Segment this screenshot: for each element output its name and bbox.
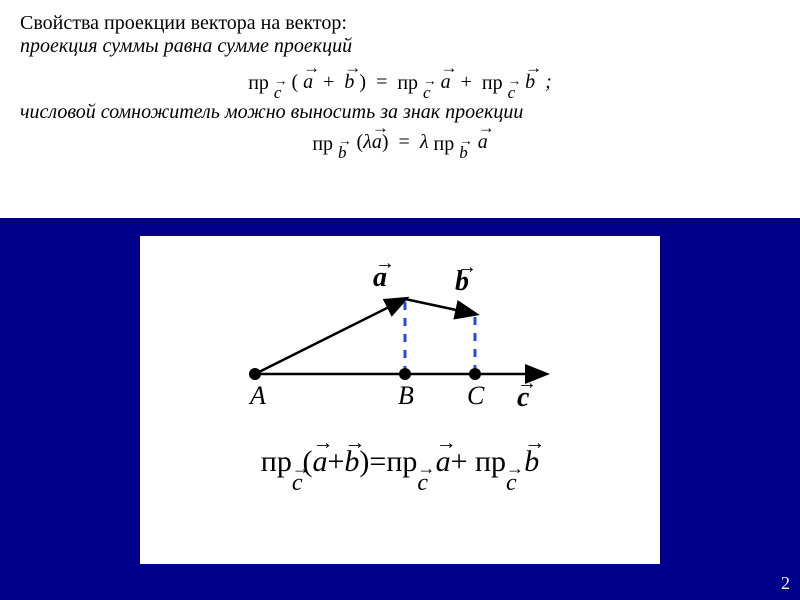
title: Свойства проекции вектора на вектор: (20, 12, 780, 35)
pr-c-1: пр → c (248, 71, 281, 95)
vec-arrow-icon: → (344, 59, 354, 76)
property-1: проекция суммы равна сумме проекций (20, 35, 780, 58)
vec-arrow-icon: → (417, 459, 428, 477)
property-2: числовой сомножитель можно выносить за з… (0, 101, 800, 124)
equals: = (369, 445, 386, 478)
text-block: Свойства проекции вектора на вектор: про… (0, 0, 800, 62)
subscript-c: → c (274, 83, 282, 103)
label-vec-c: c (517, 382, 530, 413)
formula-1: пр → c ( → a + → b ) = пр → c → a (0, 62, 800, 101)
point-b (399, 368, 411, 380)
equals: = (376, 71, 387, 93)
pr-text: пр (433, 133, 454, 155)
pr-b-1: пр → b (312, 132, 346, 156)
vec-arrow-icon: → (459, 134, 468, 148)
subscript-b: → b (338, 143, 347, 163)
formula-2: пр → b (λ → a ) = λ пр → b → a (0, 124, 800, 165)
vector-diagram: A B C → a → b → c (185, 244, 615, 439)
vec-arrow-icon: → (478, 119, 488, 136)
lambda: λ (420, 131, 429, 153)
slide: Свойства проекции вектора на вектор: про… (0, 0, 800, 600)
vec-arrow-icon: → (292, 459, 303, 477)
subscript-c: → c (423, 83, 431, 103)
subscript-c: → c (508, 83, 516, 103)
vec-b: → b (524, 445, 539, 479)
subscript-c: → c (292, 470, 303, 497)
vec-b: → b (344, 70, 354, 94)
subscript-c: → c (506, 470, 517, 497)
subscript-c: → c (417, 470, 428, 497)
vec-arrow-icon: → (441, 59, 451, 76)
pr-text: пр (482, 72, 503, 94)
semicolon: ; (545, 71, 552, 93)
vec-arrow-icon: → (344, 432, 359, 453)
vec-arrow-icon: → (423, 74, 431, 88)
pr-text: пр (475, 445, 506, 478)
vec-a: → a (436, 445, 451, 479)
subscript-b: → b (459, 143, 468, 163)
vector-a-line (255, 299, 405, 374)
vec-b: → b (525, 70, 535, 94)
pr-text: пр (248, 72, 269, 94)
vec-arrow-icon: → (313, 432, 328, 453)
vec-a: → a (313, 445, 328, 479)
pr-text: пр (261, 445, 292, 478)
diagram-formula: пр → c ( → a + → b )=пр → c → a + пр → (140, 439, 660, 479)
label-C: C (467, 381, 485, 410)
diagram-panel: A B C → a → b → c пр → c ( → a + (140, 236, 660, 564)
equals: = (399, 131, 410, 153)
vec-arrow-icon: → (506, 459, 517, 477)
label-vec-b: b (455, 266, 469, 297)
pr-c-2: пр → c (397, 71, 430, 95)
lparen: ( (291, 71, 298, 93)
pr-text: пр (312, 133, 333, 155)
vec-arrow-icon: → (338, 134, 347, 148)
vec-arrow-icon: → (525, 59, 535, 76)
pr-text: пр (386, 445, 417, 478)
vec-arrow-icon: → (524, 432, 539, 453)
plus: + (323, 71, 334, 93)
pr-b-2: пр → b (433, 132, 467, 156)
vec-arrow-icon: → (372, 119, 382, 136)
vec-a: → a (372, 130, 382, 154)
point-c (469, 368, 481, 380)
lambda: λ (363, 131, 372, 153)
pr-c-3: пр → c (482, 71, 515, 95)
page-number: 2 (781, 573, 790, 594)
vec-arrow-icon: → (508, 74, 516, 88)
blue-background: A B C → a → b → c пр → c ( → a + (0, 218, 800, 600)
vector-b-line (405, 299, 475, 314)
pr-text: пр (397, 72, 418, 94)
label-B: B (398, 381, 414, 410)
label-vec-a: a (373, 262, 387, 293)
vec-arrow-icon: → (274, 74, 282, 88)
point-a (249, 368, 261, 380)
plus: + (461, 71, 472, 93)
vec-a: → a (478, 130, 488, 154)
vec-a: → a (441, 70, 451, 94)
label-A: A (248, 381, 266, 410)
vec-a: → a (303, 70, 313, 94)
vec-b: → b (344, 445, 359, 479)
vec-arrow-icon: → (436, 432, 451, 453)
vec-arrow-icon: → (303, 59, 313, 76)
